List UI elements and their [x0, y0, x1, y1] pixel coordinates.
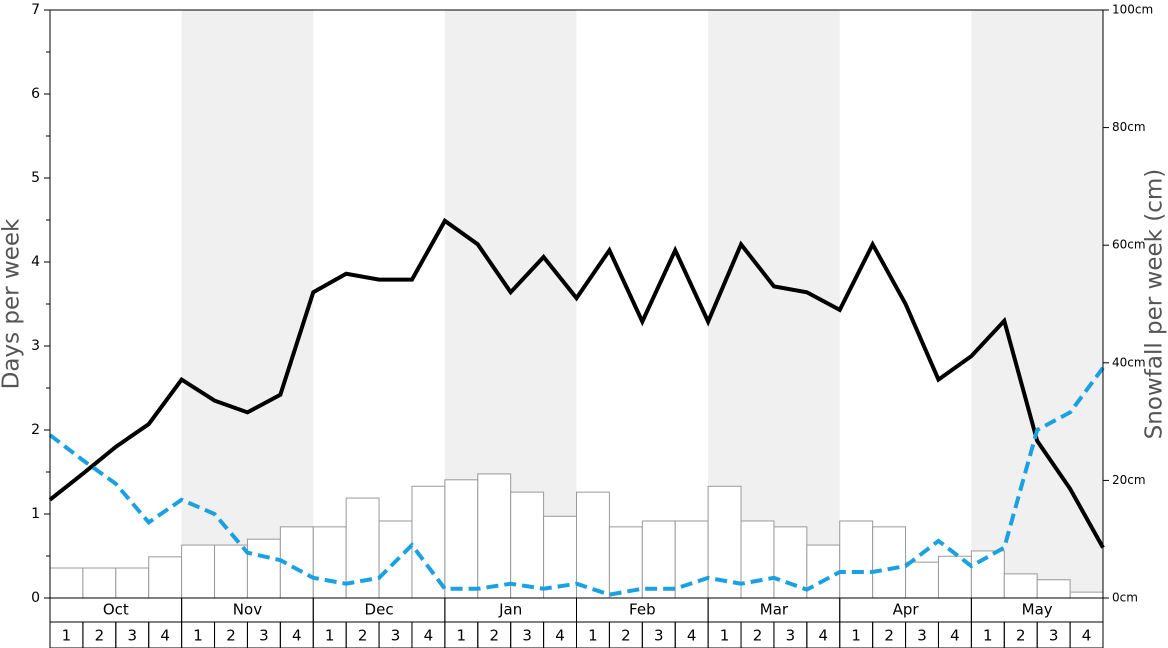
y2-tick-label: 80cm [1112, 120, 1146, 134]
bar [905, 561, 939, 599]
bar [740, 520, 775, 599]
y-tick-label: 2 [31, 422, 40, 438]
bar [444, 479, 479, 599]
y-tick-label: 4 [31, 254, 40, 270]
week-label: 2 [621, 627, 631, 645]
week-label: 3 [786, 627, 796, 645]
y2-tick-label: 20cm [1112, 473, 1146, 487]
month-label: Jan [498, 601, 522, 619]
bar [1069, 591, 1104, 599]
week-label: 2 [884, 627, 894, 645]
bar [510, 491, 545, 599]
bar [246, 538, 281, 599]
month-label: May [1022, 601, 1053, 619]
month-label: Dec [365, 601, 394, 619]
y2-tick-label: 60cm [1112, 238, 1146, 252]
bar [576, 491, 610, 599]
week-label: 1 [983, 627, 993, 645]
y2-tick-label: 100cm [1112, 3, 1153, 17]
week-label: 3 [522, 627, 532, 645]
bar [148, 556, 183, 599]
line [48, 366, 1105, 597]
week-label: 3 [391, 627, 401, 645]
week-label: 4 [950, 627, 960, 645]
month-label: Feb [629, 601, 656, 619]
week-label: 4 [160, 627, 170, 645]
bar [49, 567, 84, 599]
week-label: 1 [193, 627, 203, 645]
bar [872, 526, 907, 599]
week-label: 2 [226, 627, 236, 645]
bar [839, 520, 874, 599]
y2-tick-label: 40cm [1112, 355, 1146, 369]
week-label: 4 [555, 627, 565, 645]
y-tick-label: 7 [31, 2, 40, 18]
week-label: 4 [1082, 627, 1092, 645]
bar [82, 567, 117, 599]
bar [773, 526, 808, 599]
week-label: 1 [720, 627, 730, 645]
y-tick-label: 0 [31, 590, 40, 606]
y-tick-label: 6 [31, 86, 40, 102]
month-shade [181, 10, 314, 598]
y-tick-label: 1 [31, 506, 40, 522]
week-label: 1 [457, 627, 467, 645]
y-axis-title: Days per week [0, 218, 25, 389]
week-label: 1 [588, 627, 598, 645]
bar [477, 473, 512, 599]
bar [214, 544, 248, 599]
bar [181, 544, 216, 599]
week-cell [1069, 621, 1104, 648]
week-label: 4 [819, 627, 829, 645]
bar [1003, 573, 1038, 599]
week-label: 4 [292, 627, 302, 645]
week-label: 3 [917, 627, 927, 645]
week-label: 4 [687, 627, 697, 645]
month-shade [971, 10, 1103, 598]
bar [806, 544, 841, 599]
bar [641, 520, 676, 599]
month-label: Apr [893, 601, 920, 619]
month-label: Oct [103, 601, 129, 619]
bar [312, 526, 347, 599]
week-label: 4 [424, 627, 434, 645]
week-label: 2 [95, 627, 105, 645]
bar [411, 485, 446, 599]
week-label: 3 [127, 627, 137, 645]
plot-frame [49, 9, 1104, 599]
bar [115, 567, 150, 599]
week-label: 3 [259, 627, 269, 645]
bar [674, 520, 709, 599]
week-label: 1 [325, 627, 335, 645]
bar [608, 526, 643, 599]
line [48, 217, 1105, 549]
y2-axis-title: Snowfall per week (cm) [1142, 169, 1168, 440]
week-label: 1 [851, 627, 861, 645]
bar [1036, 579, 1071, 599]
week-label: 2 [358, 627, 368, 645]
month-label: Nov [233, 601, 262, 619]
week-label: 3 [1049, 627, 1059, 645]
week-label: 1 [62, 627, 72, 645]
month-label: Mar [760, 601, 789, 619]
week-label: 2 [1016, 627, 1026, 645]
week-label: 2 [753, 627, 763, 645]
y-tick-label: 5 [31, 170, 40, 186]
y2-tick-label: 0cm [1112, 591, 1138, 605]
y-tick-label: 3 [31, 338, 40, 354]
week-label: 3 [654, 627, 664, 645]
week-label: 2 [489, 627, 499, 645]
